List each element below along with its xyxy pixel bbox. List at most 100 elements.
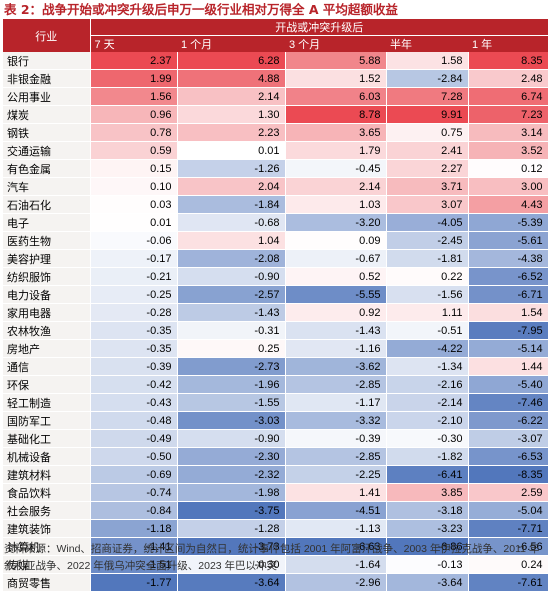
return-value-cell: -1.43 xyxy=(177,303,286,322)
return-value-cell: -2.73 xyxy=(177,357,286,376)
return-value-cell: -3.75 xyxy=(177,501,286,520)
return-value-cell: -0.69 xyxy=(90,465,178,484)
return-value-cell: 2.04 xyxy=(177,177,286,196)
return-value-cell: -7.95 xyxy=(468,321,549,340)
return-value-cell: -3.62 xyxy=(285,357,387,376)
return-value-cell: 1.41 xyxy=(285,483,387,502)
return-value-cell: 0.15 xyxy=(90,159,178,178)
return-value-cell: 1.79 xyxy=(285,141,387,160)
return-value-cell: -4.22 xyxy=(386,339,469,358)
return-value-cell: 0.75 xyxy=(386,123,469,142)
return-value-cell: -4.51 xyxy=(285,501,387,520)
return-value-cell: -0.31 xyxy=(177,321,286,340)
industry-name: 建筑材料 xyxy=(3,465,91,484)
return-value-cell: -6.86 xyxy=(386,537,469,556)
table-row: 钢铁 0.78 2.23 3.65 0.75 3.14 xyxy=(3,123,549,142)
return-value-cell: -5.39 xyxy=(468,213,549,232)
industry-name: 食品饮料 xyxy=(3,483,91,502)
return-value-cell: -4.05 xyxy=(386,213,469,232)
return-value-cell: -1.18 xyxy=(90,519,178,538)
return-value-cell: 2.23 xyxy=(177,123,286,142)
return-value-cell: -1.82 xyxy=(386,447,469,466)
table-row: 基础化工 -0.49 -0.90 -0.39 -0.30 -3.07 xyxy=(3,429,549,448)
return-value-cell: 3.00 xyxy=(468,177,549,196)
return-value-cell: -0.30 xyxy=(177,555,286,574)
return-value-cell: -0.25 xyxy=(90,285,178,304)
return-value-cell: -6.53 xyxy=(468,447,549,466)
return-value-cell: 6.28 xyxy=(177,52,286,70)
return-value-cell: -0.39 xyxy=(285,429,387,448)
return-value-cell: -0.45 xyxy=(285,159,387,178)
industry-column-header: 行业 xyxy=(3,19,91,52)
industry-name: 纺织服饰 xyxy=(3,267,91,286)
industry-name: 美容护理 xyxy=(3,249,91,268)
return-value-cell: 6.74 xyxy=(468,87,549,106)
return-value-cell: -2.84 xyxy=(386,69,469,88)
return-value-cell: -1.96 xyxy=(177,375,286,394)
return-value-cell: -3.20 xyxy=(285,213,387,232)
industry-name: 电子 xyxy=(3,213,91,232)
return-value-cell: -2.96 xyxy=(285,573,387,592)
table-row: 食品饮料 -0.74 -1.98 1.41 3.85 2.59 xyxy=(3,483,549,502)
return-value-cell: 1.52 xyxy=(285,69,387,88)
return-value-cell: -6.56 xyxy=(468,537,549,556)
return-value-cell: 7.28 xyxy=(386,87,469,106)
table-row: 纺织服饰 -0.21 -0.90 0.52 0.22 -6.52 xyxy=(3,267,549,286)
return-value-cell: 4.43 xyxy=(468,195,549,214)
return-value-cell: -5.55 xyxy=(285,285,387,304)
industry-name: 医药生物 xyxy=(3,231,91,250)
period-header: 3 个月 xyxy=(285,35,386,52)
industry-name: 煤炭 xyxy=(3,105,91,124)
table-row: 非银金融 1.99 4.88 1.52 -2.84 2.48 xyxy=(3,69,549,88)
return-value-cell: -3.73 xyxy=(177,537,286,556)
return-value-cell: -0.50 xyxy=(90,447,178,466)
return-value-cell: 1.99 xyxy=(90,69,178,88)
return-value-cell: -3.18 xyxy=(386,501,469,520)
industry-name: 有色金属 xyxy=(3,159,91,178)
return-value-cell: -1.17 xyxy=(285,393,387,412)
industry-name: 非银金融 xyxy=(3,69,91,88)
return-value-cell: -1.13 xyxy=(285,519,387,538)
return-value-cell: -1.34 xyxy=(386,357,469,376)
return-value-cell: -3.23 xyxy=(386,519,469,538)
return-value-cell: -0.30 xyxy=(386,429,469,448)
table-row: 交通运输 0.59 0.01 1.79 2.41 3.52 xyxy=(3,141,549,160)
return-value-cell: 1.03 xyxy=(285,195,387,214)
return-value-cell: -2.45 xyxy=(386,231,469,250)
return-value-cell: 3.71 xyxy=(386,177,469,196)
industry-name: 汽车 xyxy=(3,177,91,196)
return-value-cell: -1.26 xyxy=(177,159,286,178)
return-value-cell: -0.13 xyxy=(386,555,469,574)
table-row: 建筑装饰 -1.18 -1.28 -1.13 -3.23 -7.71 xyxy=(3,519,549,538)
return-value-cell: 1.11 xyxy=(386,303,469,322)
return-value-cell: -7.71 xyxy=(468,519,549,538)
table-row: 公用事业 1.56 2.14 6.03 7.28 6.74 xyxy=(3,87,549,106)
table-row: 电力设备 -0.25 -2.57 -5.55 -1.56 -6.71 xyxy=(3,285,549,304)
return-value-cell: -1.77 xyxy=(90,573,178,592)
return-value-cell: 2.41 xyxy=(386,141,469,160)
return-value-cell: 7.23 xyxy=(468,105,549,124)
return-value-cell: -5.61 xyxy=(468,231,549,250)
return-value-cell: 0.92 xyxy=(285,303,387,322)
table-row: 机械设备 -0.50 -2.30 -2.85 -1.82 -6.53 xyxy=(3,447,549,466)
industry-name: 机械设备 xyxy=(3,447,91,466)
return-value-cell: 0.01 xyxy=(177,141,286,160)
industry-name: 公用事业 xyxy=(3,87,91,106)
table-row: 家用电器 -0.28 -1.43 0.92 1.11 1.54 xyxy=(3,303,549,322)
return-value-cell: -2.08 xyxy=(177,249,286,268)
return-value-cell: 2.37 xyxy=(90,52,178,70)
return-value-cell: 0.10 xyxy=(90,177,178,196)
return-value-cell: -6.52 xyxy=(468,267,549,286)
return-value-cell: 1.56 xyxy=(90,87,178,106)
industry-name: 通信 xyxy=(3,357,91,376)
return-value-cell: 1.58 xyxy=(386,52,469,70)
period-header: 7 天 xyxy=(90,35,177,52)
table-row: 国防军工 -0.48 -3.03 -3.32 -2.10 -6.22 xyxy=(3,411,549,430)
return-value-cell: -7.61 xyxy=(468,573,549,592)
industry-name: 国防军工 xyxy=(3,411,91,430)
return-value-cell: -2.25 xyxy=(285,465,387,484)
return-value-cell: 0.52 xyxy=(285,267,387,286)
industry-name: 房地产 xyxy=(3,339,91,358)
return-value-cell: 1.54 xyxy=(468,303,549,322)
